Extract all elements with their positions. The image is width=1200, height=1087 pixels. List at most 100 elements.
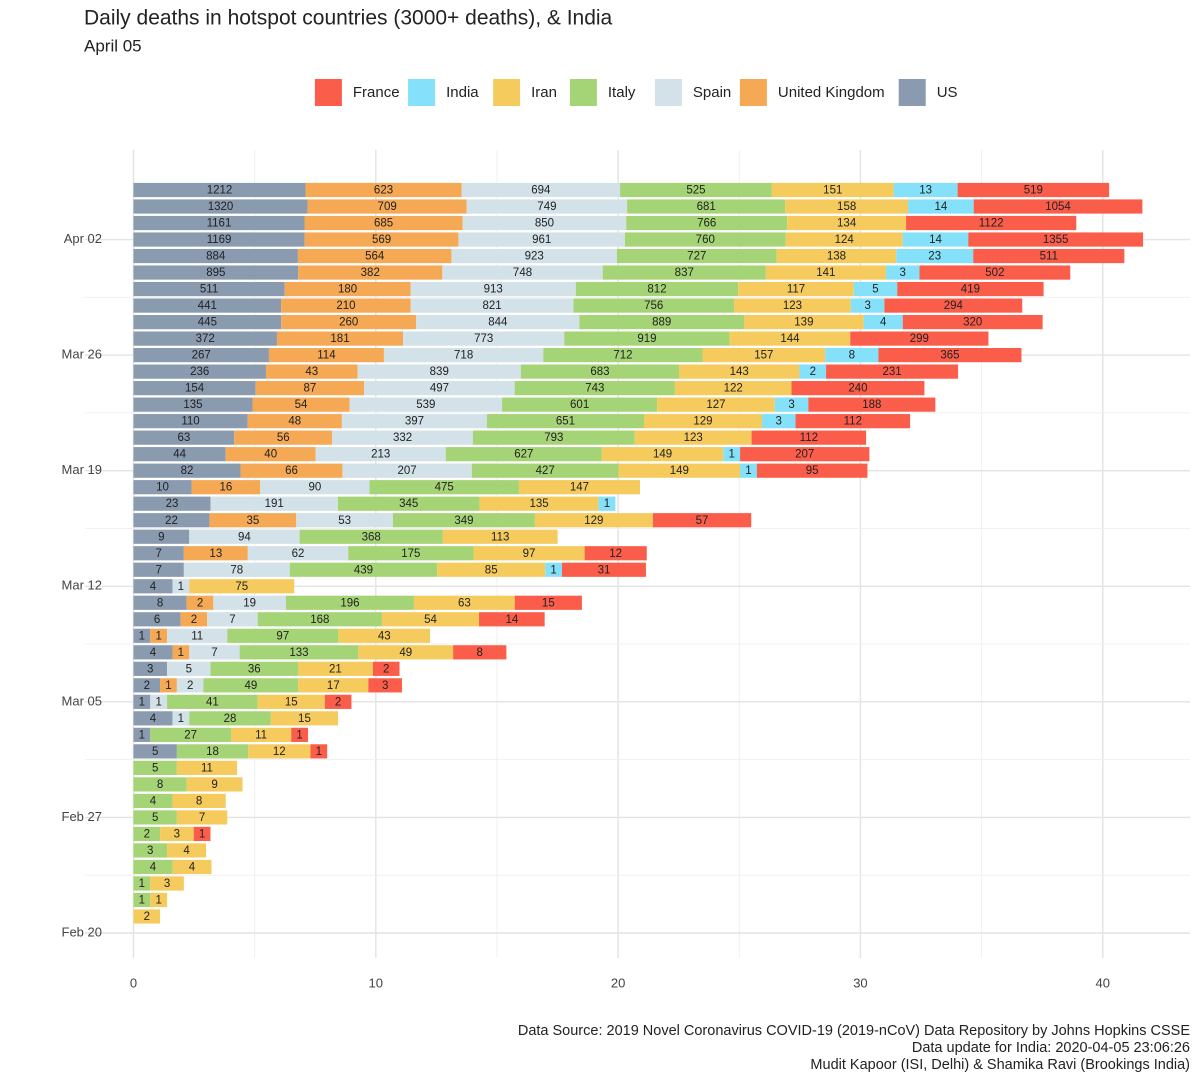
data-label: 9: [158, 531, 164, 543]
bar-segment: [341, 414, 487, 429]
bar-segment: [598, 496, 616, 511]
data-label: 260: [339, 317, 358, 329]
data-label: 1: [139, 696, 145, 708]
bar-segment: [133, 744, 177, 759]
data-label: 49: [245, 680, 258, 692]
data-label: 135: [529, 498, 548, 510]
data-label: 766: [697, 218, 716, 230]
data-label: 87: [304, 383, 317, 395]
data-label: 18: [206, 746, 219, 758]
data-label: 743: [585, 383, 604, 395]
data-label: 112: [800, 432, 818, 444]
bar-segment: [257, 612, 382, 627]
bar-segment: [462, 215, 627, 231]
bar-segment: [133, 463, 241, 478]
bars: 21 11 34 43 42 3 15 74 88 95 115 18 12 11 27 11 14 1 28 151…: [133, 182, 1144, 924]
bar-segment: [207, 612, 258, 627]
data-label: 129: [693, 416, 712, 428]
bar-segment: [458, 232, 625, 247]
data-label: 17: [327, 680, 340, 692]
data-label: 884: [206, 251, 226, 263]
data-label: 129: [584, 515, 603, 527]
bar-segment: [381, 612, 480, 627]
data-label: 1: [178, 713, 184, 725]
bar-segment: [304, 232, 459, 247]
data-label: 16: [220, 482, 233, 494]
bar-segment: [260, 480, 370, 495]
bar-segment: [338, 628, 431, 643]
bar-segment: [133, 248, 298, 264]
bar-segment: [268, 348, 384, 363]
data-label: 419: [961, 284, 980, 296]
data-label: 1: [165, 680, 171, 692]
bar-segment: [466, 199, 628, 214]
data-label: 748: [513, 267, 532, 279]
data-label: 511: [200, 284, 218, 296]
bar-segment: [785, 232, 903, 247]
data-label: 141: [816, 267, 835, 279]
bar-segment: [674, 381, 792, 396]
bar-segment: [534, 513, 653, 528]
bar-segment: [878, 348, 1022, 363]
data-label: 1: [155, 895, 161, 907]
data-label: 236: [190, 366, 209, 378]
data-label: 14: [505, 614, 518, 626]
bar-segment: [413, 595, 515, 610]
bar-segment: [657, 397, 775, 412]
y-tick-label: Mar 26: [62, 347, 102, 362]
bar-segment: [133, 232, 305, 247]
bar-segment: [808, 397, 936, 412]
data-label: 1: [139, 729, 145, 741]
data-label: 1320: [208, 201, 234, 213]
bar-segment: [740, 463, 757, 478]
data-label: 41: [206, 696, 219, 708]
bar-segment: [315, 447, 446, 462]
bar-segment: [897, 281, 1044, 297]
data-label: 5: [152, 762, 158, 774]
bar-segment: [624, 232, 786, 247]
bar-segment: [133, 777, 187, 792]
bar-segment: [133, 843, 168, 858]
bar-segment: [738, 281, 854, 297]
data-label: 1: [550, 564, 556, 576]
data-label: 1212: [207, 185, 233, 197]
bar-segment: [403, 331, 565, 346]
bar-segment: [167, 661, 211, 676]
bar-segment: [203, 678, 299, 693]
data-label: 133: [289, 647, 308, 659]
bar-segment: [679, 364, 800, 379]
data-label: 349: [454, 515, 473, 527]
data-label: 49: [399, 647, 412, 659]
bar-segment: [305, 182, 462, 198]
data-label: 14: [929, 234, 942, 246]
data-label: 4: [150, 795, 157, 807]
bar-segment: [133, 513, 210, 528]
bar-segment: [160, 678, 177, 693]
bar-segment: [734, 298, 851, 313]
data-label: 267: [192, 350, 211, 362]
bar-segment: [183, 546, 248, 561]
bar-segment: [442, 265, 603, 280]
data-label: 519: [1024, 185, 1043, 197]
bar-segment: [392, 513, 535, 528]
bar-segment: [133, 760, 177, 775]
data-label: 3: [776, 416, 782, 428]
data-label: 812: [647, 284, 666, 296]
data-label: 40: [264, 449, 277, 461]
bar-segment: [248, 744, 311, 759]
bar-segment: [787, 215, 907, 231]
data-label: 75: [235, 581, 248, 593]
bar-segment: [133, 430, 235, 445]
data-label: 3: [147, 663, 153, 675]
bar-segment: [825, 348, 879, 363]
data-label: 651: [556, 416, 575, 428]
bar-segment: [410, 298, 574, 313]
bar-segment: [239, 645, 359, 660]
data-label: 2: [191, 614, 197, 626]
bar-segment: [133, 628, 151, 643]
bar-segment: [285, 595, 414, 610]
data-label: 7: [199, 812, 205, 824]
data-label: 21: [329, 663, 342, 675]
bar-segment: [364, 381, 515, 396]
chart-subtitle: April 05: [84, 36, 142, 55]
